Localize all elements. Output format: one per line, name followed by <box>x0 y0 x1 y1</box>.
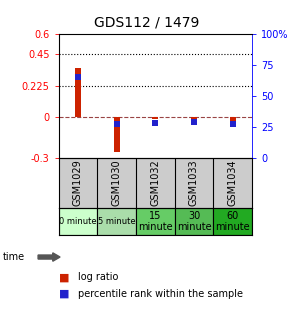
Bar <box>152 117 158 119</box>
Bar <box>97 208 136 235</box>
Text: 0 minute: 0 minute <box>59 217 97 226</box>
Text: GSM1032: GSM1032 <box>150 159 160 206</box>
Text: GDS112 / 1479: GDS112 / 1479 <box>94 15 199 29</box>
Text: log ratio: log ratio <box>78 272 118 282</box>
Bar <box>191 117 197 119</box>
Bar <box>213 208 252 235</box>
Bar <box>175 208 213 235</box>
Text: 5 minute: 5 minute <box>98 217 135 226</box>
Text: GSM1029: GSM1029 <box>73 159 83 206</box>
Text: 30
minute: 30 minute <box>177 211 211 232</box>
Bar <box>230 117 236 126</box>
Text: GSM1030: GSM1030 <box>112 159 122 206</box>
Text: GSM1034: GSM1034 <box>228 159 238 206</box>
Bar <box>136 208 175 235</box>
Text: time: time <box>3 252 25 262</box>
Bar <box>75 68 81 117</box>
Text: GSM1033: GSM1033 <box>189 159 199 206</box>
Text: percentile rank within the sample: percentile rank within the sample <box>78 289 243 299</box>
Bar <box>59 208 97 235</box>
Text: 60
minute: 60 minute <box>215 211 250 232</box>
Text: ■: ■ <box>59 289 69 299</box>
Text: ■: ■ <box>59 272 69 282</box>
Text: 15
minute: 15 minute <box>138 211 173 232</box>
Bar <box>114 117 120 152</box>
